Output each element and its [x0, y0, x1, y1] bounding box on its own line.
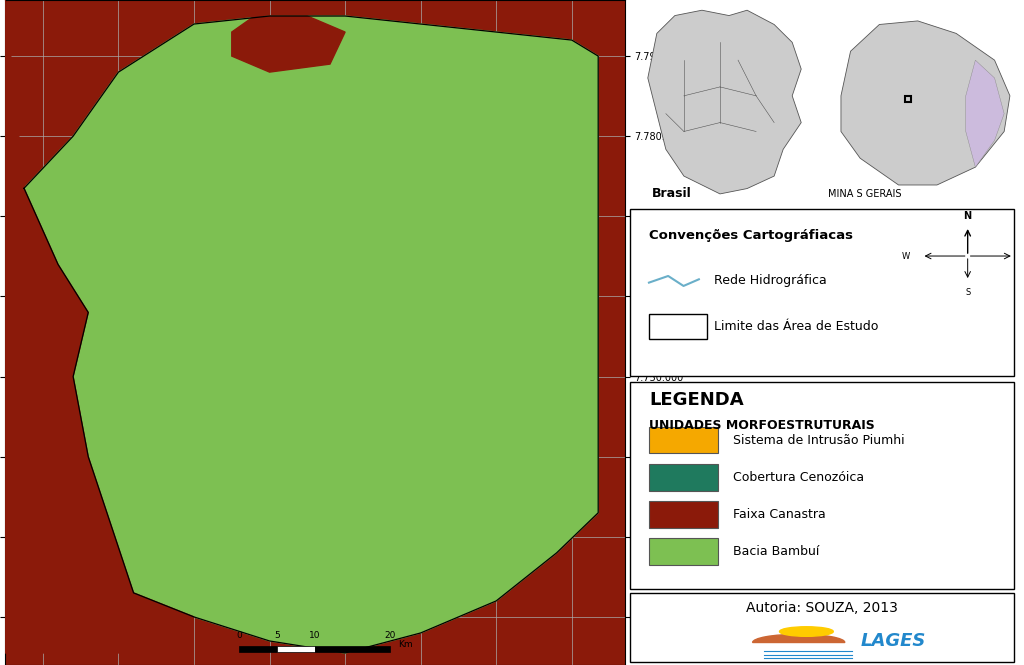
Polygon shape — [231, 16, 345, 72]
Bar — [649, 315, 707, 339]
Bar — [278, 646, 314, 652]
Bar — [649, 538, 718, 565]
Bar — [240, 646, 278, 652]
Text: Convenções Cartográfiacas: Convenções Cartográfiacas — [649, 229, 853, 243]
Wedge shape — [753, 634, 845, 642]
Text: Limite das Área de Estudo: Limite das Área de Estudo — [715, 320, 879, 333]
Bar — [649, 501, 718, 528]
Polygon shape — [966, 60, 1005, 167]
Text: Autoria: SOUZA, 2013: Autoria: SOUZA, 2013 — [745, 601, 898, 615]
Bar — [315, 646, 390, 652]
Text: N: N — [964, 211, 972, 221]
Polygon shape — [5, 0, 194, 653]
Circle shape — [779, 626, 834, 636]
Text: Bacia Bambuí: Bacia Bambuí — [733, 545, 820, 558]
Text: 10: 10 — [309, 631, 321, 640]
Text: Sistema de Intrusão Piumhi: Sistema de Intrusão Piumhi — [733, 434, 905, 447]
Text: LEGENDA: LEGENDA — [649, 390, 743, 408]
Text: 5: 5 — [274, 631, 280, 640]
Text: Faixa Canastra: Faixa Canastra — [733, 508, 826, 521]
Bar — [649, 464, 718, 491]
Text: 0: 0 — [237, 631, 243, 640]
Text: LAGES: LAGES — [860, 632, 926, 650]
Text: 20: 20 — [385, 631, 396, 640]
Polygon shape — [24, 16, 598, 653]
Text: S: S — [965, 287, 971, 297]
Polygon shape — [841, 21, 1010, 185]
Text: W: W — [902, 251, 910, 261]
Text: Cobertura Cenozóica: Cobertura Cenozóica — [733, 471, 864, 483]
Text: UNIDADES MORFOESTRUTURAIS: UNIDADES MORFOESTRUTURAIS — [649, 420, 874, 432]
Bar — [649, 427, 718, 454]
Text: MINA S GERAIS: MINA S GERAIS — [827, 190, 901, 200]
Text: Km: Km — [398, 640, 413, 650]
Text: Brasil: Brasil — [651, 188, 691, 200]
Text: Rede Hidrográfica: Rede Hidrográfica — [715, 275, 827, 287]
Polygon shape — [648, 10, 801, 194]
